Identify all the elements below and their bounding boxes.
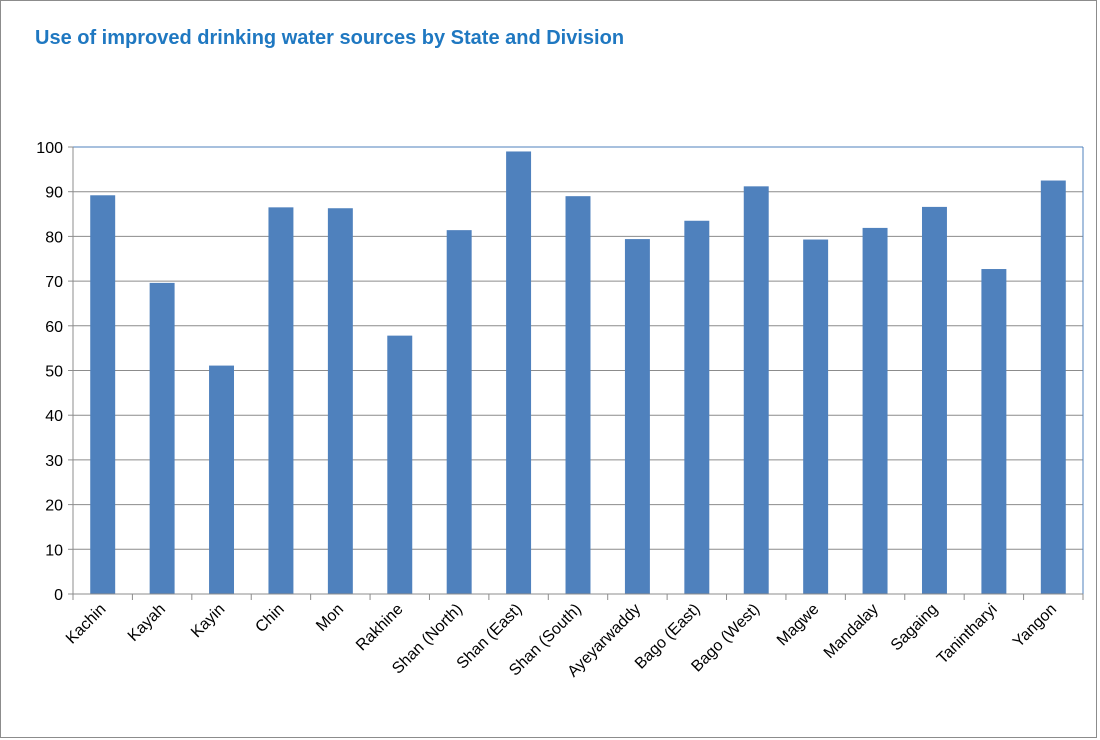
bar-kachin [90, 195, 116, 594]
bar-bago-east [684, 220, 710, 594]
chart-title: Use of improved drinking water sources b… [35, 27, 625, 49]
x-tick-label: Rakhine [353, 601, 407, 655]
y-tick-label: 0 [54, 587, 63, 604]
bar-mandalay [862, 227, 888, 595]
bar-yangon [1040, 180, 1066, 594]
y-tick-label: 10 [45, 542, 63, 559]
x-tick-label: Sagaing [888, 601, 942, 655]
x-tick-label: Kachin [63, 601, 110, 648]
bar-mon [327, 208, 353, 594]
bar-chin [268, 207, 294, 594]
y-tick-label: 20 [45, 498, 63, 515]
x-tick-label: Mandalay [821, 601, 882, 662]
bar-sagaing [921, 206, 947, 594]
x-tick-label: Kayin [188, 601, 228, 641]
x-tick-label: Yangon [1010, 601, 1060, 651]
x-tick-label: Mon [313, 601, 347, 635]
bar-bago-west [743, 186, 769, 594]
y-tick-label: 60 [45, 319, 63, 336]
x-tick-label: Tanintharyi [934, 601, 1001, 668]
y-tick-labels: 0 10 20 30 40 50 60 70 80 90 100 [36, 140, 63, 604]
y-tick-label: 30 [45, 453, 63, 470]
bar-tanintharyi [981, 269, 1007, 594]
bar-shan-east [506, 151, 532, 594]
x-tick-label: Magwe [774, 601, 823, 650]
axes [68, 146, 1084, 600]
bar-rakhine [387, 335, 413, 594]
bar-shan-south [565, 196, 591, 595]
bar-kayin [209, 365, 235, 594]
y-tick-label: 90 [45, 185, 63, 202]
y-tick-label: 80 [45, 229, 63, 246]
bar-magwe [803, 239, 829, 595]
bar-shan-north [446, 230, 472, 594]
x-tick-label: Chin [252, 601, 287, 636]
bars [90, 151, 1066, 595]
y-tick-label: 40 [45, 408, 63, 425]
y-tick-label: 100 [36, 140, 63, 157]
y-tick-label: 50 [45, 364, 63, 381]
x-tick-label: Kayah [125, 601, 169, 645]
bar-ayeyarwaddy [624, 239, 650, 594]
y-tick-label: 70 [45, 274, 63, 291]
bar-kayah [149, 282, 175, 594]
